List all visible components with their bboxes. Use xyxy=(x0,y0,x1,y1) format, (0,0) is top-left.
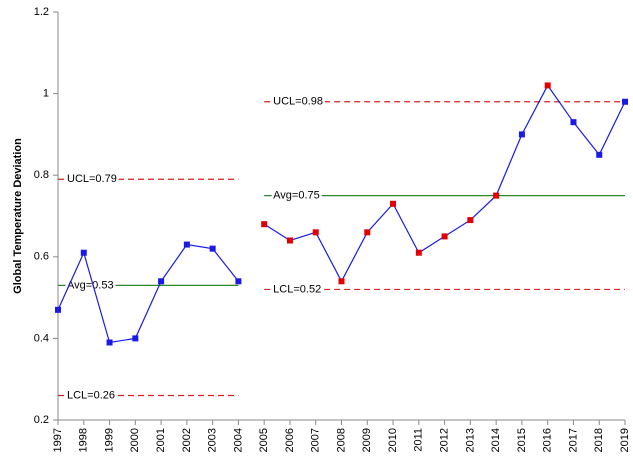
marker xyxy=(209,245,216,252)
marker xyxy=(132,335,139,342)
x-tick-label: 2004 xyxy=(232,428,244,452)
x-tick-label: 2011 xyxy=(413,428,425,452)
marker xyxy=(441,233,448,240)
y-tick-label: 0.6 xyxy=(34,251,49,263)
x-tick-label: 2008 xyxy=(335,428,347,452)
x-tick-label: 2002 xyxy=(181,428,193,452)
y-tick-label: 0.2 xyxy=(34,414,49,426)
marker xyxy=(312,229,319,236)
marker xyxy=(493,192,500,199)
lcl-label: LCL=0.26 xyxy=(67,389,115,401)
x-tick-label: 1997 xyxy=(52,428,64,452)
y-tick-label: 0.8 xyxy=(34,169,49,181)
x-tick-label: 1998 xyxy=(78,428,90,452)
marker xyxy=(183,241,190,248)
marker xyxy=(596,151,603,158)
x-tick-label: 2012 xyxy=(438,428,450,452)
marker xyxy=(467,217,474,224)
x-tick-label: 2016 xyxy=(542,428,554,452)
marker xyxy=(55,306,61,313)
x-tick-label: 2003 xyxy=(207,428,219,452)
series-line xyxy=(57,243,239,344)
ucl-label: UCL=0.98 xyxy=(273,96,323,108)
x-tick-label: 2014 xyxy=(490,428,502,452)
x-tick-label: 2006 xyxy=(284,428,296,452)
avg-label: Avg=0.53 xyxy=(67,279,114,291)
marker xyxy=(622,98,628,105)
x-tick-label: 1999 xyxy=(103,428,115,452)
y-tick-label: 0.4 xyxy=(34,332,49,344)
x-tick-label: 2000 xyxy=(129,428,141,452)
marker xyxy=(518,131,525,138)
x-tick-label: 2013 xyxy=(464,428,476,452)
y-axis-label: Global Temperature Deviation xyxy=(12,138,24,294)
x-tick-label: 2005 xyxy=(258,428,270,452)
x-tick-label: 2018 xyxy=(593,428,605,452)
y-tick-label: 1 xyxy=(43,88,49,100)
lcl-label: LCL=0.52 xyxy=(273,283,321,295)
marker xyxy=(544,82,551,89)
marker xyxy=(261,221,268,228)
x-tick-label: 2009 xyxy=(361,428,373,452)
x-tick-label: 2017 xyxy=(567,428,579,452)
x-tick-label: 2010 xyxy=(387,428,399,452)
marker xyxy=(286,237,293,244)
x-tick-label: 2015 xyxy=(516,428,528,452)
x-tick-label: 2007 xyxy=(310,428,322,452)
avg-label: Avg=0.75 xyxy=(273,190,320,202)
marker xyxy=(364,229,371,236)
marker xyxy=(338,278,345,285)
marker xyxy=(158,278,165,285)
x-tick-label: 2019 xyxy=(619,428,631,452)
marker xyxy=(415,249,422,256)
y-tick-label: 1.2 xyxy=(34,6,49,18)
marker xyxy=(390,200,397,207)
x-tick-label: 2001 xyxy=(155,428,167,452)
series-line xyxy=(263,84,626,283)
marker xyxy=(235,278,242,285)
marker xyxy=(106,339,113,346)
marker xyxy=(570,119,577,126)
ucl-label: UCL=0.79 xyxy=(67,173,117,185)
marker xyxy=(80,249,87,256)
